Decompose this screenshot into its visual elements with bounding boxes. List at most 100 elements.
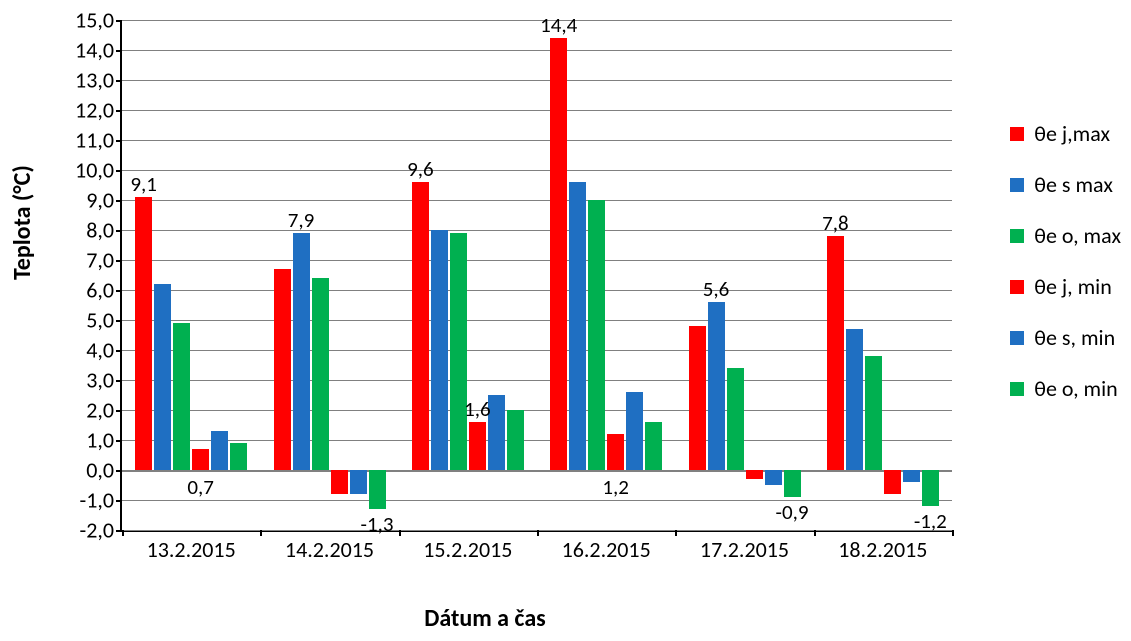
bar-value-label: 0,7: [187, 474, 214, 500]
bar: [746, 470, 763, 479]
bar: [865, 356, 882, 470]
legend-item: θe o, max: [1010, 222, 1121, 249]
x-category-label: 15.2.2015: [423, 536, 512, 563]
bar-value-label: -1,3: [361, 511, 394, 537]
plot-area: -2,0-1,00,01,02,03,04,05,06,07,08,09,010…: [120, 20, 952, 532]
bar: [922, 470, 939, 506]
y-tick-mark: [116, 290, 122, 292]
bar-value-label: 1,6: [464, 396, 491, 422]
y-tick-label: 13,0: [75, 67, 114, 94]
gridline: [122, 20, 952, 21]
x-tick-mark: [399, 530, 401, 536]
y-tick-label: 11,0: [75, 127, 114, 154]
bar: [903, 470, 920, 482]
bar: [431, 230, 448, 470]
legend-item: θe o, min: [1010, 375, 1121, 402]
gridline: [122, 50, 952, 51]
bar: [708, 302, 725, 470]
y-tick-mark: [116, 470, 122, 472]
y-tick-label: 4,0: [86, 337, 114, 364]
y-tick-mark: [116, 440, 122, 442]
y-tick-label: 14,0: [75, 37, 114, 64]
gridline: [122, 200, 952, 201]
y-tick-mark: [116, 230, 122, 232]
y-tick-mark: [116, 260, 122, 262]
gridline: [122, 140, 952, 141]
y-tick-label: 15,0: [75, 7, 114, 34]
bar: [350, 470, 367, 494]
legend: θe j,max θe s max θe o, max θe j, min θe s, …: [1010, 120, 1121, 426]
bar: [312, 278, 329, 470]
legend-label: θe o, min: [1034, 375, 1117, 402]
bar: [689, 326, 706, 470]
y-tick-mark: [116, 350, 122, 352]
y-tick-mark: [116, 200, 122, 202]
bar-value-label: 9,1: [130, 171, 157, 197]
x-category-label: 18.2.2015: [838, 536, 927, 563]
bar: [884, 470, 901, 494]
y-tick-mark: [116, 20, 122, 22]
gridline: [122, 170, 952, 171]
x-axis-title: Dátum a čas: [0, 604, 970, 633]
bar: [293, 233, 310, 470]
y-tick-mark: [116, 80, 122, 82]
bar: [507, 410, 524, 470]
y-tick-label: 8,0: [86, 217, 114, 244]
x-tick-mark: [260, 530, 262, 536]
y-tick-mark: [116, 380, 122, 382]
y-tick-mark: [116, 320, 122, 322]
gridline: [122, 470, 952, 472]
x-tick-mark: [952, 530, 954, 536]
x-category-label: 14.2.2015: [285, 536, 374, 563]
legend-label: θe j, min: [1034, 273, 1112, 300]
y-tick-mark: [116, 50, 122, 52]
bar-value-label: 5,6: [703, 276, 730, 302]
gridline: [122, 500, 952, 501]
bar: [645, 422, 662, 470]
y-tick-mark: [116, 500, 122, 502]
x-tick-mark: [814, 530, 816, 536]
legend-swatch: [1010, 178, 1024, 192]
legend-swatch: [1010, 331, 1024, 345]
bar: [369, 470, 386, 509]
y-tick-label: 3,0: [86, 367, 114, 394]
bar: [412, 182, 429, 470]
legend-label: θe o, max: [1034, 222, 1121, 249]
y-tick-label: 5,0: [86, 307, 114, 334]
x-category-label: 17.2.2015: [700, 536, 789, 563]
y-tick-label: 10,0: [75, 157, 114, 184]
y-tick-label: 2,0: [86, 397, 114, 424]
y-tick-label: 9,0: [86, 187, 114, 214]
y-tick-label: 0,0: [86, 457, 114, 484]
bar-value-label: 1,2: [602, 474, 629, 500]
legend-item: θe j, min: [1010, 273, 1121, 300]
bar: [626, 392, 643, 470]
legend-swatch: [1010, 382, 1024, 396]
bar: [450, 233, 467, 470]
legend-item: θe j,max: [1010, 120, 1121, 147]
x-tick-mark: [675, 530, 677, 536]
bar: [569, 182, 586, 470]
bar: [607, 434, 624, 470]
legend-swatch: [1010, 229, 1024, 243]
y-axis-title: Teplota (°C): [8, 165, 37, 280]
bar: [192, 449, 209, 470]
bar: [274, 269, 291, 470]
legend-label: θe s, min: [1034, 324, 1115, 351]
bar: [550, 38, 567, 470]
bar: [135, 197, 152, 470]
y-tick-label: 6,0: [86, 277, 114, 304]
gridline: [122, 110, 952, 111]
gridline: [122, 80, 952, 81]
y-tick-mark: [116, 410, 122, 412]
legend-item: θe s, min: [1010, 324, 1121, 351]
bar: [154, 284, 171, 470]
y-tick-label: 7,0: [86, 247, 114, 274]
bar: [211, 431, 228, 470]
legend-label: θe s max: [1034, 171, 1113, 198]
x-tick-mark: [122, 530, 124, 536]
bar: [230, 443, 247, 470]
bar: [469, 422, 486, 470]
y-tick-label: -1,0: [79, 487, 114, 514]
bar: [727, 368, 744, 470]
